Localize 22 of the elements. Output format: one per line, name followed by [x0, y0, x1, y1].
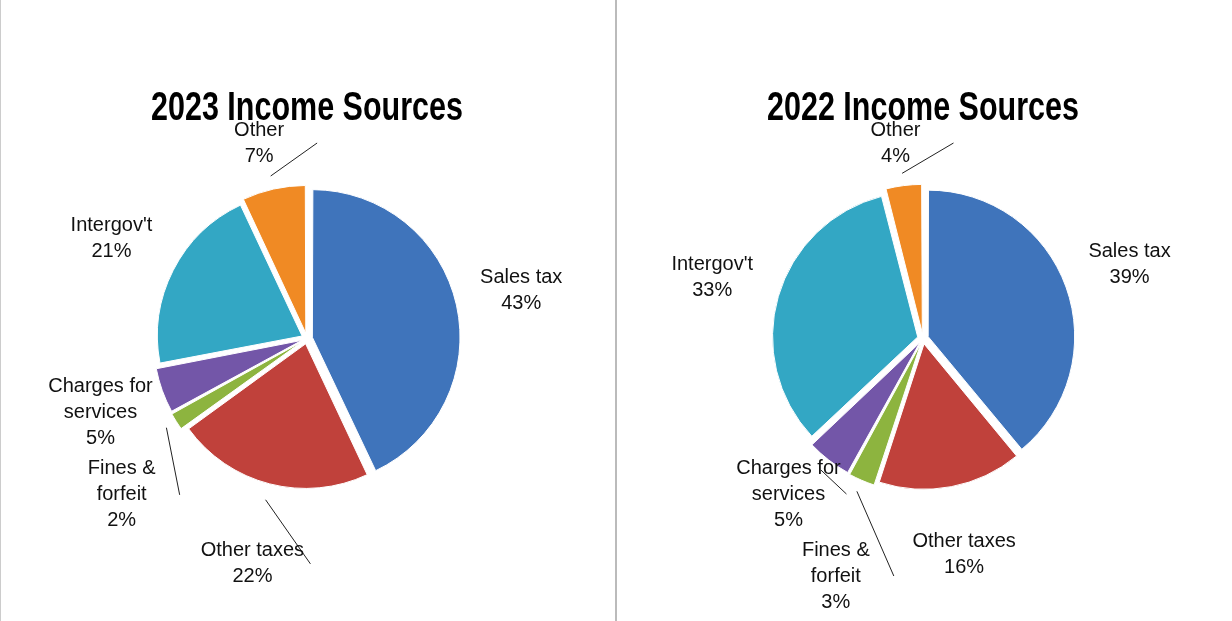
slice-label: Intergov't: [671, 251, 754, 274]
data-label: 22%: [232, 564, 273, 587]
slice-label: Charges for services: [736, 455, 842, 504]
slice-label: Fines & forfeit: [801, 537, 871, 586]
slice-label: Fines & forfeit: [87, 456, 157, 505]
data-label: 3%: [821, 589, 851, 612]
data-label: 4%: [881, 143, 911, 166]
slice-label: Sales tax: [1088, 238, 1171, 261]
data-label: 7%: [244, 143, 274, 166]
data-label: 39%: [1109, 264, 1150, 287]
data-label: 33%: [692, 277, 733, 300]
data-label: 2%: [107, 508, 137, 531]
slice-label: Charges for services: [48, 374, 154, 423]
slice-label: Sales tax: [480, 265, 563, 288]
data-label: 21%: [91, 239, 132, 262]
data-label: 43%: [501, 291, 542, 314]
slice-label: Other taxes: [200, 538, 305, 561]
data-label: 5%: [774, 507, 804, 530]
data-label: 5%: [86, 426, 116, 449]
slice-label: Other taxes: [912, 528, 1016, 551]
data-label: 16%: [944, 554, 985, 577]
slice-label: Intergov't: [70, 213, 153, 236]
